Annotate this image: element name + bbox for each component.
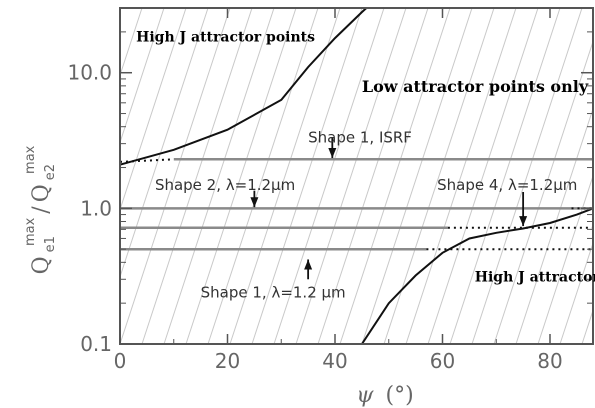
y-tick-label: 1.0 bbox=[80, 196, 112, 220]
x-tick-label: 80 bbox=[537, 349, 562, 373]
annotation-text: Shape 4, λ=1.2μm bbox=[437, 176, 577, 194]
hatch-line bbox=[317, 8, 429, 344]
annotation-text: Shape 1, ISRF bbox=[308, 129, 412, 147]
hatch-line bbox=[120, 8, 121, 10]
hatch-line bbox=[120, 8, 143, 77]
hatch-line bbox=[559, 241, 593, 344]
y-label-sub-1: e1 bbox=[43, 236, 58, 252]
annotation-text: High J attractor points bbox=[136, 29, 315, 45]
hatch-line bbox=[339, 8, 451, 344]
x-axis-label: ψ (°) bbox=[356, 383, 413, 408]
hatch-line bbox=[0, 8, 76, 344]
hatch-line bbox=[361, 8, 473, 344]
annotation-arrow-head bbox=[519, 216, 528, 227]
hatch-line bbox=[471, 8, 583, 344]
hatch-line bbox=[141, 8, 253, 344]
hatch-line bbox=[493, 39, 593, 344]
arrows bbox=[250, 138, 528, 280]
x-axis-symbol: ψ bbox=[356, 383, 374, 408]
y-tick-label: 10.0 bbox=[67, 61, 112, 85]
hatch-line bbox=[295, 8, 407, 344]
annotation-arrow-head bbox=[250, 197, 259, 208]
x-axis-unit: (°) bbox=[386, 383, 414, 408]
y-label-sup-1: max bbox=[23, 217, 38, 246]
hatch-line bbox=[537, 174, 593, 344]
y-label-base-1: Q bbox=[29, 256, 54, 274]
hatch-line bbox=[515, 107, 593, 344]
y-label-base-2: Q bbox=[29, 184, 54, 202]
annotation-text: Shape 1, λ=1.2 μm bbox=[201, 284, 346, 302]
annotation-text: High J attractor points bbox=[475, 269, 595, 285]
ticks: 0 20 40 60 80 0.1 1.0 10.0 bbox=[67, 7, 593, 373]
plot-frame bbox=[119, 7, 594, 345]
annotation-arrow-head bbox=[304, 259, 313, 270]
y-axis-label: Q e1 max / Q e2 max bbox=[21, 145, 58, 274]
hatch-line bbox=[449, 8, 561, 344]
hatch-line bbox=[120, 8, 187, 212]
series-layer bbox=[120, 8, 593, 344]
y-label-slash: / bbox=[29, 206, 54, 214]
hatch-line bbox=[405, 8, 517, 344]
hatch-line bbox=[427, 8, 539, 344]
hatch-line bbox=[163, 8, 275, 344]
hatch-line bbox=[273, 8, 385, 344]
series-line-0 bbox=[120, 8, 368, 166]
hatch-line bbox=[251, 8, 363, 344]
hatch-line bbox=[207, 8, 319, 344]
background-hatch bbox=[0, 8, 593, 344]
annotation-text: Shape 2, λ=1.2μm bbox=[155, 176, 295, 194]
hatch-line bbox=[120, 8, 231, 344]
annotations: High J attractor points Low attractor poi… bbox=[136, 29, 595, 301]
hatch-line bbox=[0, 8, 10, 344]
x-tick-label: 0 bbox=[114, 349, 127, 373]
x-tick-label: 60 bbox=[430, 349, 455, 373]
annotation-text: Low attractor points only bbox=[362, 77, 589, 96]
hatch-line bbox=[185, 8, 297, 344]
x-tick-label: 20 bbox=[215, 349, 240, 373]
series-line-1 bbox=[361, 207, 593, 344]
annotation-arrow-head bbox=[328, 148, 337, 159]
y-label-sub-2: e2 bbox=[43, 164, 58, 180]
hatch-line bbox=[120, 8, 165, 145]
hatch-line bbox=[120, 8, 209, 279]
hatch-line bbox=[0, 8, 32, 344]
y-label-sup-2: max bbox=[23, 145, 38, 174]
x-tick-label: 40 bbox=[322, 349, 347, 373]
y-tick-label: 0.1 bbox=[80, 332, 112, 356]
hatch-line bbox=[229, 8, 341, 344]
